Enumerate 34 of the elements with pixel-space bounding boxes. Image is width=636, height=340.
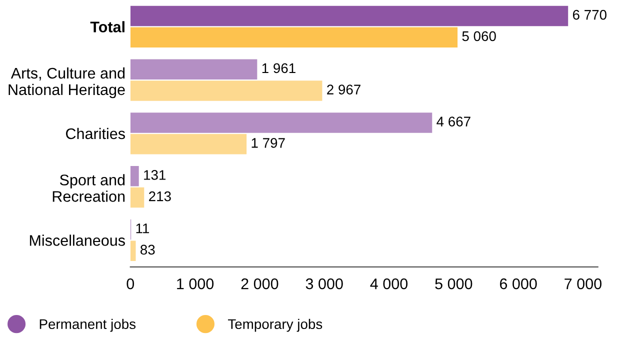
y-tick-label: Charities <box>66 128 125 140</box>
bar <box>130 27 458 48</box>
bar <box>130 59 258 80</box>
y-tick-label: Miscellaneous <box>30 234 125 246</box>
x-tick-label: 2 000 <box>241 278 278 290</box>
x-tick-label: 0 <box>126 278 134 290</box>
data-label: 6 770 <box>572 10 606 20</box>
bar <box>130 166 139 186</box>
y-tick-label: Total <box>90 21 124 32</box>
bar <box>130 134 247 154</box>
data-label: 4 667 <box>436 116 470 126</box>
data-label: 1 797 <box>252 138 285 148</box>
data-label: 83 <box>140 244 155 255</box>
data-label: 5 060 <box>462 31 496 42</box>
data-label: 131 <box>144 170 166 180</box>
data-label: 1 961 <box>262 63 296 74</box>
bar <box>130 240 136 262</box>
legend-label: Permanent jobs <box>40 318 136 332</box>
bar <box>130 6 568 26</box>
y-tick-label: Sport and Recreation <box>52 174 125 202</box>
legend-label: Temporary jobs <box>228 318 322 332</box>
bar <box>130 80 322 101</box>
x-tick-label: 6 000 <box>500 278 537 290</box>
x-tick-label: 5 000 <box>435 278 472 290</box>
x-tick-label: 3 000 <box>306 278 343 290</box>
bar <box>130 112 432 133</box>
x-tick-label: 1 000 <box>177 278 214 290</box>
x-tick-label: 4 000 <box>370 278 408 290</box>
data-label: 11 <box>136 224 150 234</box>
y-tick-label: Arts, Culture and National Heritage <box>8 67 125 98</box>
x-tick-label: 7 000 <box>564 278 602 290</box>
data-label: 213 <box>149 191 171 202</box>
data-label: 2 967 <box>327 84 360 94</box>
bar <box>130 187 144 208</box>
